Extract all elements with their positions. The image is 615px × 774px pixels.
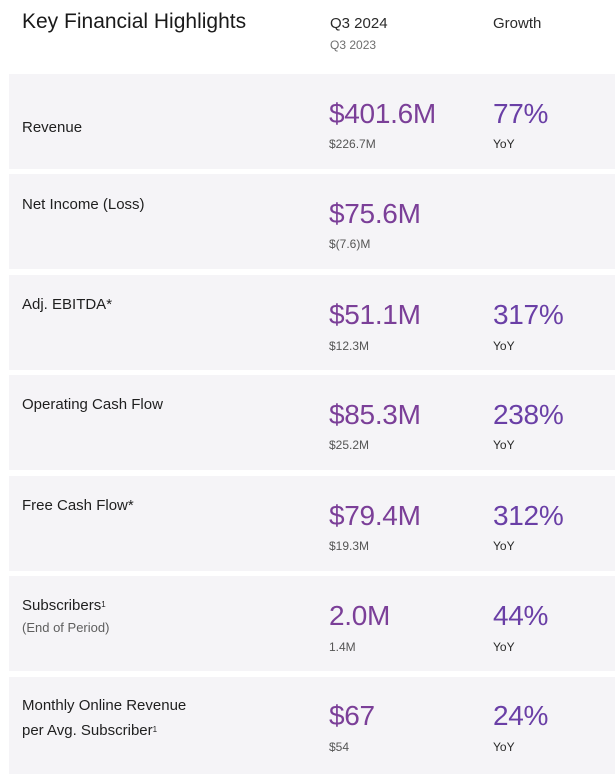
metric-growth-unit: YoY	[493, 438, 515, 452]
metric-row-operating-cash-flow: Operating Cash Flow $85.3M $25.2M 238% Y…	[9, 375, 615, 470]
metric-label-line1: Monthly Online Revenue	[22, 697, 187, 714]
growth-header: Growth	[493, 15, 542, 32]
metric-label: Net Income (Loss)	[22, 196, 145, 213]
metric-growth: 77%	[493, 98, 549, 129]
metric-value: $85.3M	[329, 399, 421, 430]
metric-growth-unit: YoY	[493, 740, 515, 754]
metric-label: Operating Cash Flow	[22, 396, 163, 413]
metric-prior-value: 1.4M	[329, 640, 356, 654]
metric-growth: 24%	[493, 700, 549, 731]
metric-growth-unit: YoY	[493, 539, 515, 553]
table-header: Key Financial Highlights Q3 2024 Q3 2023…	[0, 0, 615, 70]
metric-value: $401.6M	[329, 98, 436, 129]
metric-value: $79.4M	[329, 500, 421, 531]
metric-value: $51.1M	[329, 299, 421, 330]
metric-growth-unit: YoY	[493, 137, 515, 151]
metric-label-text: Subscribers	[22, 597, 102, 614]
metric-growth-unit: YoY	[493, 339, 515, 353]
page-title: Key Financial Highlights	[22, 10, 247, 33]
metric-label: Subscribers1	[22, 593, 106, 618]
metric-value: 2.0M	[329, 600, 391, 631]
prior-period-header: Q3 2023	[330, 38, 377, 52]
metric-row-free-cash-flow: Free Cash Flow* $79.4M $19.3M 312% YoY	[9, 476, 615, 571]
metric-row-net-income: Net Income (Loss) $75.6M $(7.6)M	[9, 174, 615, 269]
metric-prior-value: $226.7M	[329, 137, 376, 151]
metric-label: Revenue	[22, 119, 83, 136]
metric-label: Monthly Online Revenue per Avg. Subscrib…	[22, 693, 186, 743]
metric-growth: 238%	[493, 399, 564, 430]
metric-growth: 317%	[493, 299, 564, 330]
metric-row-adj-ebitda: Adj. EBITDA* $51.1M $12.3M 317% YoY	[9, 275, 615, 370]
footnote-marker: 1	[101, 600, 106, 609]
current-period-header: Q3 2024	[330, 15, 388, 32]
metric-prior-value: $(7.6)M	[329, 237, 371, 251]
metric-prior-value: $25.2M	[329, 438, 370, 452]
metric-growth: 44%	[493, 600, 549, 631]
footnote-marker: 1	[152, 725, 158, 734]
metric-row-revenue: Revenue $401.6M $226.7M 77% YoY	[9, 74, 615, 169]
metric-growth: 312%	[493, 500, 564, 531]
metric-row-monthly-online-revenue: Monthly Online Revenue per Avg. Subscrib…	[9, 677, 615, 774]
metric-value: $75.6M	[329, 198, 421, 229]
metric-label: Free Cash Flow*	[22, 497, 134, 514]
metric-label-line2: per Avg. Subscriber1	[22, 718, 186, 743]
metric-sublabel: (End of Period)	[22, 620, 110, 635]
metric-prior-value: $19.3M	[329, 539, 370, 553]
metric-label-line2-text: per Avg. Subscriber	[22, 722, 153, 739]
metric-prior-value: $12.3M	[329, 339, 370, 353]
metric-label: Adj. EBITDA*	[22, 296, 113, 313]
metric-row-subscribers: Subscribers1 (End of Period) 2.0M 1.4M 4…	[9, 576, 615, 671]
metric-value: $67	[329, 700, 375, 731]
metric-growth-unit: YoY	[493, 640, 515, 654]
metric-prior-value: $54	[329, 740, 350, 754]
